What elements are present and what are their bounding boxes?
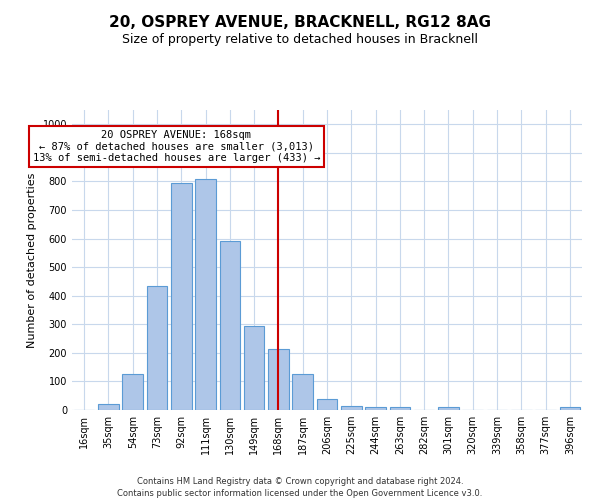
Bar xyxy=(195,178,216,410)
Bar xyxy=(146,286,167,410)
Bar xyxy=(365,407,386,410)
Y-axis label: Number of detached properties: Number of detached properties xyxy=(27,172,37,348)
Bar xyxy=(98,404,119,410)
Bar xyxy=(317,398,337,410)
Text: 20 OSPREY AVENUE: 168sqm
← 87% of detached houses are smaller (3,013)
13% of sem: 20 OSPREY AVENUE: 168sqm ← 87% of detach… xyxy=(32,130,320,163)
Bar xyxy=(438,407,459,410)
Bar xyxy=(122,374,143,410)
Bar xyxy=(341,406,362,410)
Bar xyxy=(171,183,191,410)
Bar xyxy=(220,242,240,410)
Bar xyxy=(292,374,313,410)
Bar xyxy=(244,326,265,410)
Text: Contains public sector information licensed under the Open Government Licence v3: Contains public sector information licen… xyxy=(118,489,482,498)
Bar xyxy=(268,348,289,410)
Text: Size of property relative to detached houses in Bracknell: Size of property relative to detached ho… xyxy=(122,32,478,46)
Bar xyxy=(560,407,580,410)
Text: Contains HM Land Registry data © Crown copyright and database right 2024.: Contains HM Land Registry data © Crown c… xyxy=(137,478,463,486)
Text: 20, OSPREY AVENUE, BRACKNELL, RG12 8AG: 20, OSPREY AVENUE, BRACKNELL, RG12 8AG xyxy=(109,15,491,30)
Bar xyxy=(389,407,410,410)
